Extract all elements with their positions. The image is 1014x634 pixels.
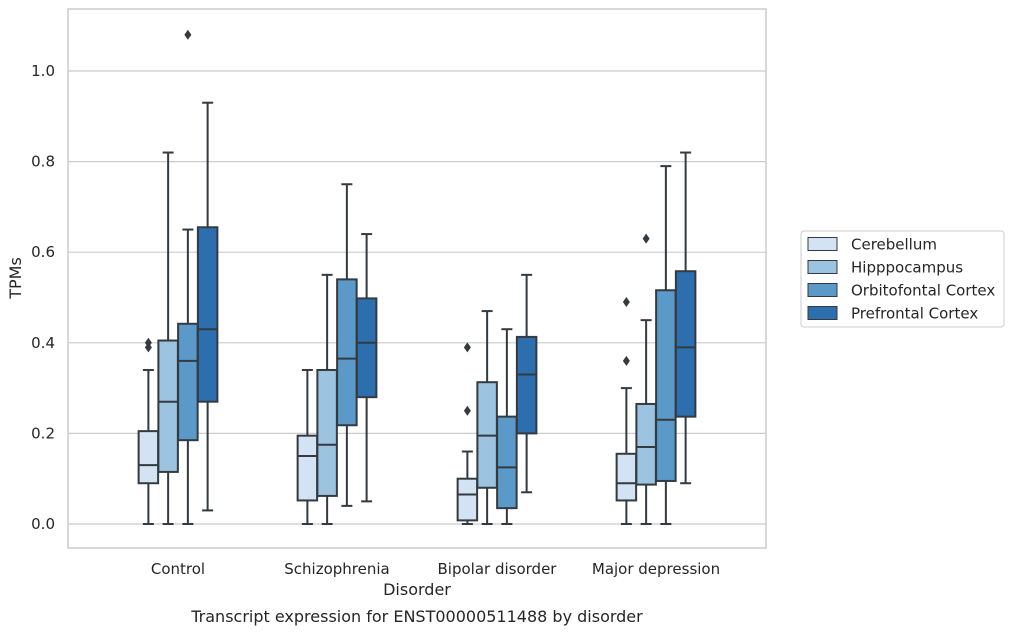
iqr-box	[456, 477, 479, 522]
y-tick-label: 0.6	[31, 243, 55, 261]
y-tick-label: 0.0	[31, 515, 55, 533]
box-prefrontal-cortex	[515, 273, 538, 494]
box-orbitofontal-cortex	[336, 183, 358, 507]
iqr-box	[177, 322, 199, 442]
iqr-box	[635, 402, 657, 486]
chart-caption: Transcript expression for ENST0000051148…	[190, 607, 643, 626]
outlier-point	[622, 355, 630, 366]
outlier-point	[463, 342, 471, 353]
iqr-box	[674, 270, 697, 418]
iqr-box	[296, 434, 319, 502]
box-groups	[137, 29, 697, 525]
legend-swatch	[807, 237, 838, 251]
outlier-point	[184, 29, 192, 40]
iqr-box	[496, 415, 518, 510]
box-orbitofontal-cortex	[496, 328, 518, 525]
legend: Cerebellum Hipppocampus Orbitofontal Corte…	[800, 230, 1005, 328]
iqr-box	[655, 289, 677, 482]
y-tick-label: 1.0	[31, 62, 55, 80]
x-axis-label: Disorder	[383, 580, 451, 599]
box-cerebellum	[456, 342, 479, 525]
iqr-box	[196, 226, 219, 403]
box-hipppocampus	[316, 273, 338, 525]
outlier-point	[144, 337, 152, 348]
iqr-box	[316, 368, 338, 497]
box-hipppocampus	[635, 233, 657, 525]
box-hipppocampus	[157, 151, 179, 525]
iqr-box	[137, 430, 160, 485]
box-cerebellum	[137, 337, 160, 525]
y-tick-label: 0.4	[31, 334, 55, 352]
legend-label: Prefrontal Cortex	[851, 305, 978, 323]
outlier-point	[463, 405, 471, 416]
y-tick-label: 0.2	[31, 424, 55, 442]
legend-label: Cerebellum	[851, 236, 937, 254]
box-prefrontal-cortex	[674, 151, 697, 485]
x-tick-label: Control	[151, 560, 205, 578]
y-tick-label: 0.8	[31, 153, 55, 171]
iqr-box	[355, 297, 378, 399]
x-tick-label: Bipolar disorder	[438, 560, 558, 578]
iqr-box	[615, 452, 638, 502]
outlier-point	[642, 233, 650, 244]
x-tick-labels: Control Schizophrenia Bipolar disorder Majo…	[151, 560, 720, 578]
legend-swatch	[807, 306, 838, 320]
plot-frame	[67, 8, 767, 549]
legend-label: Orbitofontal Cortex	[851, 282, 995, 300]
box-prefrontal-cortex	[196, 101, 219, 512]
legend-swatch	[807, 260, 838, 274]
legend-swatch	[807, 283, 838, 297]
x-tick-label: Schizophrenia	[284, 560, 389, 578]
legend-frame	[800, 230, 1005, 328]
outlier-point	[622, 297, 630, 308]
y-tick-labels: 0.0 0.2 0.4 0.6 0.8 1.0	[31, 62, 55, 533]
y-axis-label: TPMs	[6, 257, 25, 300]
iqr-box	[157, 339, 179, 473]
legend-label: Hipppocampus	[851, 259, 963, 277]
iqr-box	[336, 278, 358, 427]
iqr-box	[515, 335, 538, 435]
box-prefrontal-cortex	[355, 233, 378, 503]
x-tick-label: Major depression	[592, 560, 720, 578]
